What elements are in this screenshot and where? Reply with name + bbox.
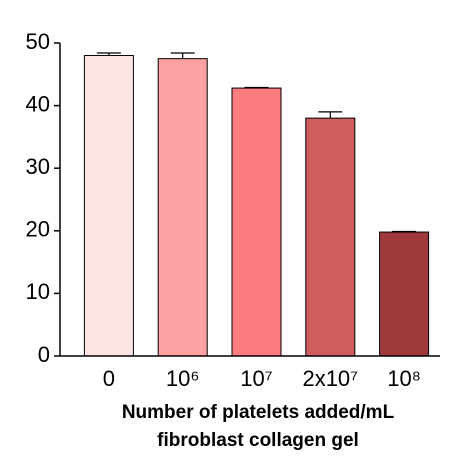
y-tick-label: 50	[26, 29, 50, 54]
bar	[157, 58, 208, 357]
x-tick-label: 2x10⁷	[302, 366, 358, 391]
y-tick-label: 40	[26, 91, 50, 116]
x-tick-label: 10⁸	[387, 366, 421, 391]
y-tick-label: 20	[26, 217, 50, 242]
x-tick-label: 10⁶	[166, 366, 200, 391]
y-tick-label: 30	[26, 154, 50, 179]
bar	[231, 87, 282, 357]
bar	[305, 117, 356, 357]
x-tick-label: 0	[103, 366, 115, 391]
x-axis-title: fibroblast collagen gel	[157, 430, 359, 451]
x-tick-label: 10⁷	[240, 366, 272, 391]
x-axis-title: Number of platelets added/mL	[122, 402, 395, 423]
bar	[379, 231, 430, 357]
y-tick-label: 0	[38, 342, 50, 367]
bar	[83, 55, 134, 357]
y-tick-label: 10	[26, 279, 50, 304]
